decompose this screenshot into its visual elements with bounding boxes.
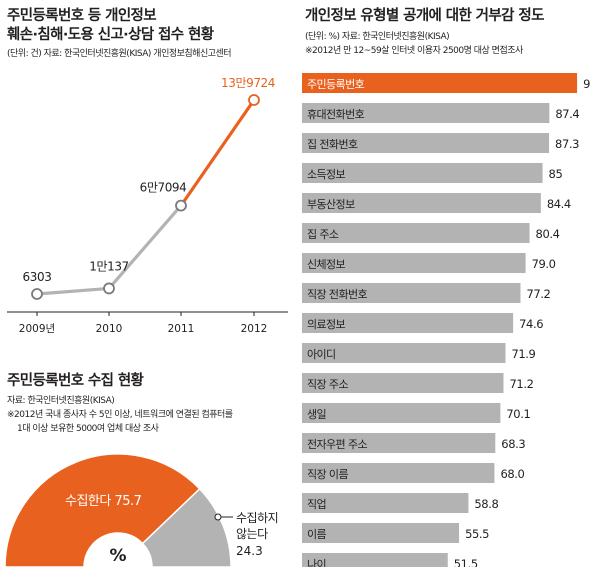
bar bbox=[302, 343, 506, 363]
bar bbox=[302, 223, 530, 243]
data-point bbox=[175, 199, 187, 212]
bar-category-label: 집 전화번호 bbox=[307, 138, 358, 151]
x-tick-label: 2012 bbox=[241, 323, 268, 335]
bar-category-label: 아이디 bbox=[307, 348, 336, 361]
bar-value-label: 87.3 bbox=[555, 137, 579, 151]
bar-value-label: 80.4 bbox=[536, 227, 560, 241]
bar bbox=[302, 373, 504, 393]
bar-category-label: 주민등록번호 bbox=[307, 78, 365, 91]
bar bbox=[302, 313, 514, 333]
bar bbox=[302, 133, 550, 153]
bar-value-label: 74.6 bbox=[519, 317, 543, 331]
bar-category-label: 생일 bbox=[307, 407, 327, 421]
pie-center-label: % bbox=[109, 546, 126, 566]
bar-chart-title: 개인정보 유형별 공개에 대한 거부감 정도 bbox=[305, 8, 544, 24]
line-chart-note: (단위: 건) 자료: 한국인터넷진흥원(KISA) 개인정보침해신고센터 bbox=[7, 49, 232, 59]
line-chart-title-line2: 훼손·침해·도용 신고·상담 접수 현황 bbox=[7, 27, 214, 43]
bar-category-label: 신체정보 bbox=[307, 258, 346, 271]
series-line-segment bbox=[107, 204, 183, 290]
bar-category-label: 이름 bbox=[307, 528, 327, 541]
bar-category-label: 직업 bbox=[307, 498, 326, 511]
bar-chart-note-line2: ※2012년 만 12~59살 인터넷 이용자 2500명 대상 면접조사 bbox=[305, 46, 523, 56]
bar bbox=[302, 163, 543, 183]
bar bbox=[302, 253, 526, 273]
pie-slice-value: 24.3 bbox=[236, 544, 263, 558]
data-label: 6만7094 bbox=[140, 181, 187, 195]
bar-category-label: 직장 전화번호 bbox=[307, 288, 367, 301]
pie-chart-note-line3: 1대 이상 보유한 5000여 업체 대상 조사 bbox=[17, 424, 159, 434]
bar bbox=[302, 193, 541, 213]
bar-category-label: 전자우편 주소 bbox=[307, 438, 367, 451]
data-label: 1만137 bbox=[89, 259, 129, 273]
pie-chart-title: 주민등록번호 수집 현황 bbox=[7, 373, 144, 389]
bar bbox=[302, 493, 469, 513]
bar-value-label: 68.3 bbox=[501, 437, 525, 451]
bar-value-label: 51.5 bbox=[454, 557, 478, 567]
bar-value-label: 71.2 bbox=[509, 377, 533, 391]
series-line-segment bbox=[179, 99, 256, 207]
bar-category-label: 휴대전화번호 bbox=[307, 108, 365, 121]
bar-value-label: 84.4 bbox=[547, 197, 571, 211]
pie-slice bbox=[4, 453, 201, 567]
bar-value-label: 68.0 bbox=[500, 467, 524, 481]
pie-slice-label: 수집한다 75.7 bbox=[65, 494, 142, 509]
data-label: 13만9724 bbox=[221, 76, 275, 90]
bar-value-label: 79.0 bbox=[532, 257, 556, 271]
data-point bbox=[103, 282, 115, 295]
series-line-segment bbox=[36, 286, 110, 296]
x-tick-label: 2011 bbox=[168, 323, 195, 335]
bar-category-label: 부동산정보 bbox=[307, 198, 355, 211]
bar-category-label: 집 주소 bbox=[307, 228, 339, 241]
bar-category-label: 직장 주소 bbox=[307, 378, 348, 391]
bar-category-label: 직장 이름 bbox=[307, 468, 348, 481]
bar bbox=[302, 283, 521, 303]
bar-value-label: 55.5 bbox=[465, 527, 489, 541]
bar-value-label: 85 bbox=[549, 167, 563, 181]
x-tick-label: 2009년 bbox=[19, 323, 55, 335]
bar-value-label: 58.8 bbox=[474, 497, 498, 511]
bar bbox=[302, 73, 578, 93]
bar bbox=[302, 403, 501, 423]
bar-chart-note-line1: (단위: %) 자료: 한국인터넷진흥원(KISA) bbox=[305, 32, 450, 42]
data-point bbox=[31, 288, 43, 300]
bar-value-label: 71.9 bbox=[511, 347, 535, 361]
pie-slice-label: 않는다 bbox=[236, 527, 268, 541]
pie-chart-note-line1: 자료: 한국인터넷진흥원(KISA) bbox=[7, 396, 115, 406]
pie-chart-note-line2: ※2012년 국내 종사자 수 5인 이상, 네트워크에 연결된 컴퓨터를 bbox=[7, 410, 233, 420]
data-point bbox=[248, 94, 260, 106]
bar bbox=[302, 433, 496, 453]
bar bbox=[302, 523, 460, 543]
bar-category-label: 나이 bbox=[307, 558, 326, 567]
bar bbox=[302, 553, 448, 567]
line-chart-title-line1: 주민등록번호 등 개인정보 bbox=[7, 8, 157, 24]
bar-value-label: 77.2 bbox=[526, 287, 550, 301]
bar bbox=[302, 103, 550, 123]
bar-value-label: 70.1 bbox=[506, 407, 530, 421]
bar-value-label: 97.2 bbox=[583, 77, 590, 91]
data-label: 6303 bbox=[23, 270, 52, 284]
bar-category-label: 소득정보 bbox=[307, 168, 346, 181]
bar-category-label: 의료정보 bbox=[307, 318, 346, 331]
bar-value-label: 87.4 bbox=[555, 107, 579, 121]
pie-slice-label: 수집하지 bbox=[236, 511, 278, 525]
x-tick-label: 2010 bbox=[96, 323, 123, 335]
bar bbox=[302, 463, 495, 483]
